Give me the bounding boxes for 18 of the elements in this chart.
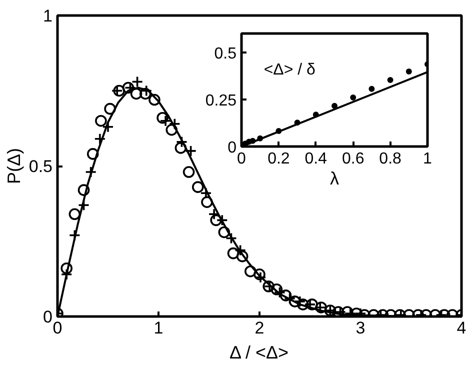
y-axis-title: <Δ> / δ bbox=[264, 62, 316, 79]
y-tick-label: 0.5 bbox=[28, 157, 53, 176]
x-tick-label: 1 bbox=[423, 150, 432, 168]
x-tick-label: 0.8 bbox=[379, 150, 402, 168]
y-tick-label: 0.25 bbox=[205, 92, 237, 110]
x-tick-label: 0.2 bbox=[268, 150, 290, 168]
x-tick-label: 3 bbox=[356, 318, 366, 338]
x-tick-label: 0.4 bbox=[304, 150, 328, 168]
y-tick-label: 0.5 bbox=[214, 45, 237, 62]
x-tick-label: 4 bbox=[456, 318, 466, 338]
y-tick-label: 0 bbox=[228, 140, 237, 156]
x-tick-label: 2 bbox=[254, 318, 264, 338]
x-tick-label: 0.6 bbox=[342, 150, 364, 168]
x-axis-title: Δ / <Δ> bbox=[229, 342, 289, 362]
x-tick-label: 1 bbox=[154, 318, 164, 338]
y-axis-title: P(Δ) bbox=[4, 148, 24, 184]
x-axis-title: λ bbox=[330, 168, 339, 188]
y-tick-label: 1 bbox=[43, 6, 53, 26]
